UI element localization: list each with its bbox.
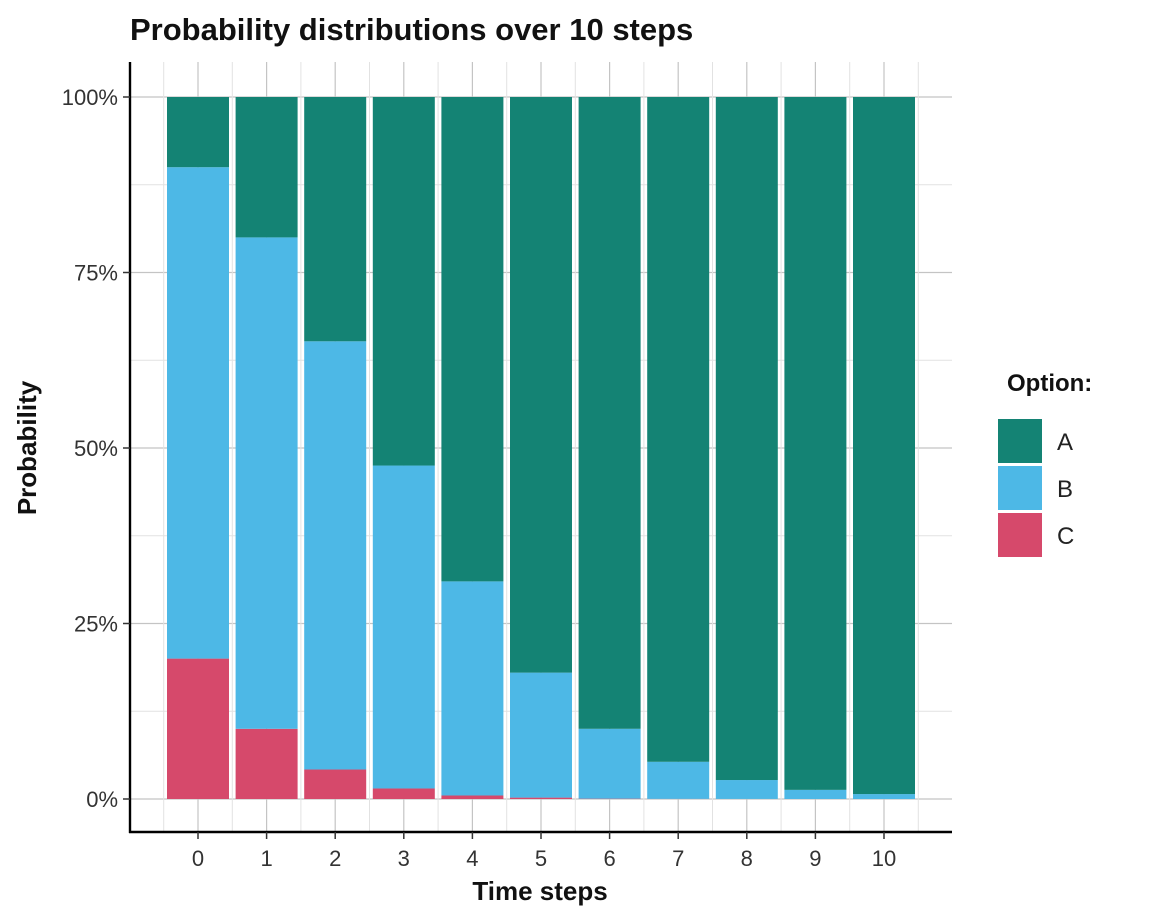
bar-segment-a-step-2 <box>304 97 367 342</box>
bar-segment-c-step-5 <box>510 797 572 799</box>
bar-segment-a-step-5 <box>510 97 572 673</box>
x-tick-label: 10 <box>872 846 896 871</box>
bar-segment-c-step-2 <box>304 769 367 799</box>
x-tick-label: 7 <box>672 846 684 871</box>
bar-segment-b-step-6 <box>578 728 641 799</box>
bar-segment-b-step-10 <box>853 794 915 799</box>
x-tick-label: 3 <box>398 846 410 871</box>
x-tick-label: 9 <box>809 846 821 871</box>
y-tick-label: 75% <box>74 261 118 286</box>
bar-segment-a-step-4 <box>441 97 504 582</box>
x-tick-labels: 0 1 2 3 4 5 6 7 8 9 10 <box>192 846 896 871</box>
axes <box>123 62 952 839</box>
bar-segment-a-step-8 <box>715 97 778 781</box>
x-tick-label: 1 <box>260 846 272 871</box>
legend-label-a: A <box>1057 429 1073 456</box>
bar-segment-a-step-10 <box>853 97 915 795</box>
bar-segment-b-step-5 <box>510 672 572 798</box>
bar-segment-c-step-0 <box>167 658 229 799</box>
x-tick-label: 8 <box>741 846 753 871</box>
bar-segment-a-step-7 <box>647 97 710 762</box>
bar-segment-a-step-3 <box>372 97 435 466</box>
bar-segment-c-step-1 <box>235 728 298 799</box>
x-tick-label: 0 <box>192 846 204 871</box>
y-tick-label: 50% <box>74 436 118 461</box>
bar-segment-a-step-6 <box>578 97 641 729</box>
bar-segment-b-step-0 <box>167 167 229 659</box>
legend-swatch-b <box>998 466 1042 510</box>
x-axis-title: Time steps <box>472 876 607 906</box>
bar-segment-b-step-2 <box>304 341 367 770</box>
bar-segment-c-step-4 <box>441 795 504 799</box>
chart-title: Probability distributions over 10 steps <box>130 12 693 47</box>
bar-segment-a-step-0 <box>167 97 229 168</box>
y-tick-labels: 0% 25% 50% 75% 100% <box>62 85 118 812</box>
x-tick-label: 5 <box>535 846 547 871</box>
y-tick-label: 100% <box>62 85 118 110</box>
legend-swatch-c <box>998 513 1042 557</box>
bar-segment-b-step-4 <box>441 581 504 796</box>
bar-segment-a-step-9 <box>784 97 847 790</box>
bar-segment-b-step-1 <box>235 237 298 729</box>
x-tick-label: 4 <box>466 846 478 871</box>
bar-segment-a-step-1 <box>235 97 298 238</box>
bar-segment-b-step-9 <box>784 789 847 799</box>
legend: Option: ABC <box>998 370 1092 557</box>
y-tick-label: 0% <box>86 787 118 812</box>
bar-segment-b-step-8 <box>715 780 778 799</box>
legend-title: Option: <box>1007 370 1092 397</box>
legend-label-c: C <box>1057 523 1074 550</box>
x-tick-label: 2 <box>329 846 341 871</box>
bars <box>167 97 915 799</box>
legend-swatch-a <box>998 419 1042 463</box>
legend-label-b: B <box>1057 476 1073 503</box>
bar-segment-b-step-3 <box>372 465 435 789</box>
y-axis-title: Probability <box>12 380 42 515</box>
bar-segment-c-step-3 <box>372 788 435 799</box>
y-tick-label: 25% <box>74 612 118 637</box>
x-tick-label: 6 <box>603 846 615 871</box>
bar-segment-b-step-7 <box>647 761 710 799</box>
